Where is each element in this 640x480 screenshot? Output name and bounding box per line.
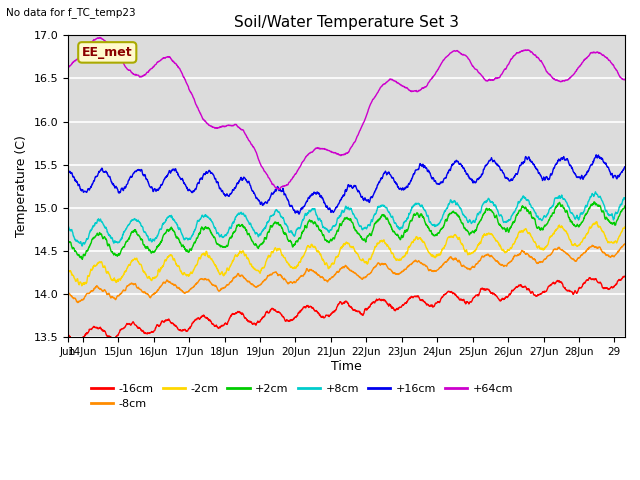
+2cm — [323, 238, 330, 243]
-16cm — [323, 312, 330, 318]
+8cm — [100, 222, 108, 228]
+8cm — [323, 226, 330, 232]
-2cm — [525, 230, 533, 236]
-2cm — [593, 219, 601, 225]
+16cm — [593, 152, 600, 157]
+8cm — [621, 195, 629, 201]
-16cm — [102, 331, 110, 337]
-8cm — [525, 253, 533, 259]
-2cm — [64, 267, 72, 273]
-2cm — [100, 264, 108, 270]
+64cm — [80, 47, 88, 52]
+2cm — [64, 240, 72, 246]
-16cm — [100, 328, 108, 334]
+16cm — [295, 211, 303, 217]
+64cm — [100, 37, 108, 43]
-16cm — [81, 333, 88, 339]
-8cm — [621, 241, 628, 247]
+64cm — [275, 186, 282, 192]
+2cm — [100, 235, 108, 240]
Line: -8cm: -8cm — [68, 244, 625, 303]
+16cm — [64, 169, 72, 175]
-2cm — [113, 278, 120, 284]
X-axis label: Time: Time — [331, 360, 362, 373]
+16cm — [323, 204, 330, 210]
+16cm — [621, 164, 629, 170]
-8cm — [113, 294, 120, 300]
-16cm — [75, 339, 83, 345]
-8cm — [323, 277, 330, 283]
Y-axis label: Temperature (C): Temperature (C) — [15, 135, 28, 237]
-16cm — [113, 333, 120, 339]
+64cm — [113, 50, 120, 56]
-2cm — [621, 224, 629, 230]
+8cm — [102, 225, 110, 230]
+2cm — [79, 256, 86, 262]
+2cm — [102, 236, 110, 242]
+8cm — [81, 241, 88, 247]
+2cm — [113, 252, 120, 258]
-2cm — [323, 260, 330, 266]
-8cm — [81, 295, 88, 301]
+2cm — [621, 203, 629, 209]
-8cm — [102, 289, 110, 295]
-8cm — [621, 241, 629, 247]
-16cm — [621, 274, 629, 279]
+2cm — [525, 210, 533, 216]
+2cm — [590, 199, 598, 205]
+8cm — [78, 243, 86, 249]
Line: -16cm: -16cm — [68, 276, 625, 342]
Legend: -16cm, -8cm, -2cm, +2cm, +8cm, +16cm, +64cm: -16cm, -8cm, -2cm, +2cm, +8cm, +16cm, +6… — [86, 379, 518, 414]
+8cm — [64, 224, 72, 229]
Line: +16cm: +16cm — [68, 155, 625, 214]
-2cm — [102, 268, 110, 274]
+64cm — [64, 64, 72, 70]
+8cm — [591, 189, 599, 195]
+64cm — [323, 147, 330, 153]
+64cm — [621, 77, 629, 83]
-8cm — [100, 287, 108, 293]
Line: +2cm: +2cm — [68, 202, 625, 259]
+8cm — [113, 239, 120, 245]
+2cm — [81, 252, 88, 258]
+16cm — [100, 169, 108, 175]
+16cm — [113, 184, 120, 190]
-8cm — [74, 300, 82, 306]
-8cm — [64, 290, 72, 296]
-2cm — [81, 280, 88, 286]
+64cm — [96, 35, 104, 40]
Title: Soil/Water Temperature Set 3: Soil/Water Temperature Set 3 — [234, 15, 459, 30]
+8cm — [525, 198, 533, 204]
-16cm — [64, 332, 72, 337]
-2cm — [78, 283, 86, 288]
-16cm — [525, 286, 533, 292]
+16cm — [525, 154, 533, 160]
Line: +64cm: +64cm — [68, 37, 625, 189]
+16cm — [80, 189, 88, 194]
+64cm — [102, 39, 110, 45]
Line: -2cm: -2cm — [68, 222, 625, 286]
Text: EE_met: EE_met — [82, 46, 132, 59]
+16cm — [102, 168, 109, 174]
-16cm — [620, 273, 628, 279]
Text: No data for f_TC_temp23: No data for f_TC_temp23 — [6, 7, 136, 18]
+64cm — [525, 48, 533, 53]
Line: +8cm: +8cm — [68, 192, 625, 246]
